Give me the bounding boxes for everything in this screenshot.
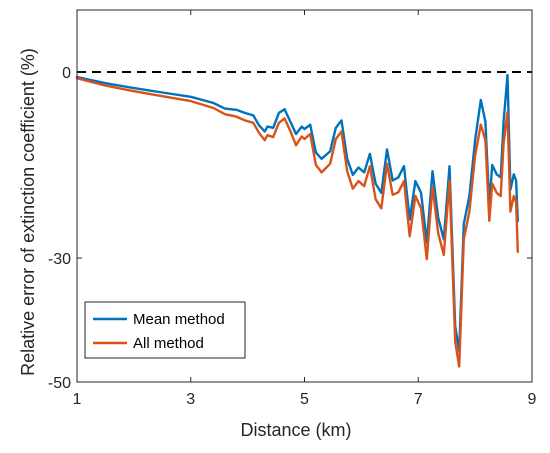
legend-label-all-method: All method xyxy=(133,335,204,352)
axes: 1 3 5 7 9 0 -30 -50 xyxy=(48,9,537,408)
series-line-mean-method xyxy=(75,73,519,353)
y-axis-label: Relative error of extinction coefficient… xyxy=(18,48,38,376)
y-tick-label: 0 xyxy=(62,65,71,82)
x-tick-label: 7 xyxy=(414,391,423,408)
x-tick-label: 9 xyxy=(528,391,537,408)
series-line-all-method xyxy=(75,76,519,368)
plot-area xyxy=(75,71,532,368)
legend-label-mean-method: Mean method xyxy=(133,311,225,328)
x-tick-label: 3 xyxy=(186,391,195,408)
legend: Mean method All method xyxy=(84,301,246,359)
legend-box xyxy=(84,301,246,359)
y-tick-label: -50 xyxy=(48,375,71,392)
x-axis-label: Distance (km) xyxy=(240,420,351,440)
y-tick-label: -30 xyxy=(48,251,71,268)
x-tick-label: 5 xyxy=(300,391,309,408)
x-tick-label: 1 xyxy=(73,391,82,408)
